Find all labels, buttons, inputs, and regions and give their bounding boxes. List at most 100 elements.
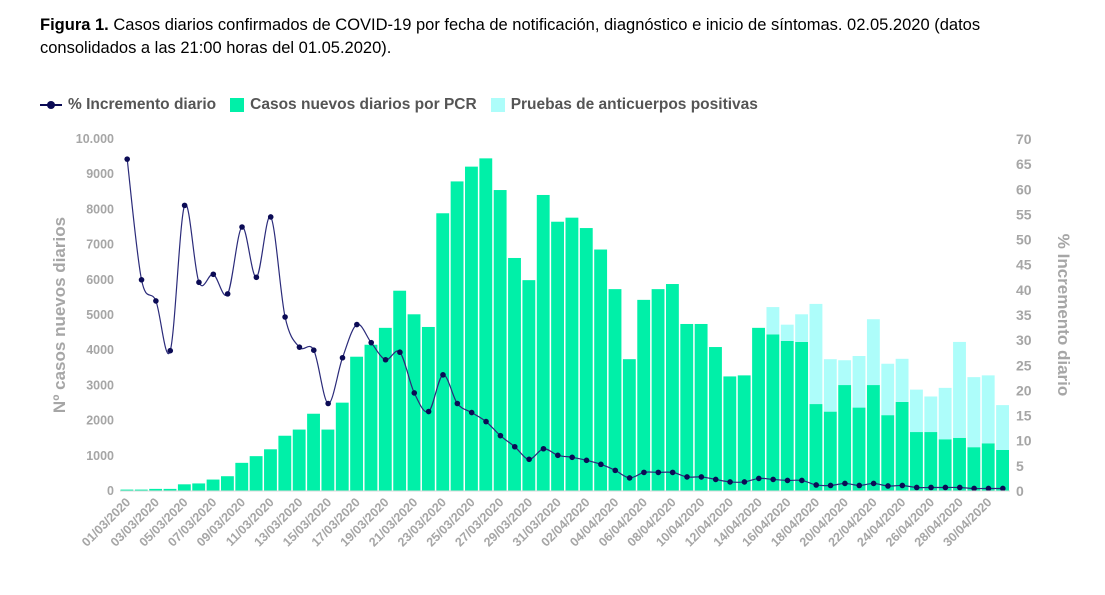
line-point: [124, 156, 130, 162]
line-point: [569, 454, 575, 461]
bar-pcr: [508, 257, 521, 491]
bar-pcr: [637, 299, 651, 491]
line-point: [555, 452, 561, 459]
line-point: [138, 277, 145, 283]
bar-pcr: [350, 356, 364, 491]
bar-pcr: [120, 489, 134, 491]
bar-pcr: [594, 249, 608, 491]
bar-anticuerpos: [967, 377, 981, 448]
line-marker-icon: [40, 101, 62, 109]
bar-pcr: [235, 462, 249, 491]
bar-pcr: [465, 166, 478, 491]
line-point: [813, 482, 820, 488]
bar-anticuerpos: [795, 314, 809, 342]
line-point: [856, 482, 863, 489]
y2-axis-title: % Incremento diario: [1054, 234, 1073, 396]
bar-pcr: [665, 284, 679, 491]
bar-pcr: [551, 221, 564, 491]
bar-pcr: [278, 435, 292, 491]
bar-pcr: [895, 401, 909, 491]
line-point: [928, 484, 934, 491]
bar-pcr: [953, 437, 966, 491]
line-point: [870, 480, 877, 487]
y-tick-label: 6000: [86, 273, 114, 287]
bar-pcr: [149, 488, 163, 491]
line-point: [526, 456, 532, 463]
bar-pcr: [206, 479, 220, 491]
line-point: [956, 484, 963, 491]
line-point: [1000, 485, 1006, 492]
line-point: [612, 467, 619, 474]
line-point: [698, 474, 705, 480]
bar-pcr: [795, 341, 809, 491]
bar-pcr: [866, 385, 880, 491]
line-point: [382, 356, 389, 363]
bar-pcr: [192, 483, 206, 491]
bar-pcr: [378, 327, 392, 491]
line-point: [325, 400, 331, 407]
bar-pcr: [752, 327, 765, 491]
line-point: [799, 477, 805, 484]
y-tick-label: 8000: [86, 202, 114, 216]
bar-anticuerpos: [996, 405, 1009, 450]
bar-anticuerpos: [823, 359, 837, 412]
line-point: [827, 482, 834, 489]
bar-pcr: [737, 375, 751, 491]
bar-pcr: [838, 385, 852, 491]
bar-pcr: [321, 429, 335, 491]
line-point: [153, 298, 159, 304]
line-point: [497, 432, 504, 439]
bar-pcr: [407, 314, 421, 491]
y2-tick-label: 65: [1016, 156, 1032, 172]
line-point: [310, 347, 317, 354]
bar-anticuerpos: [780, 324, 794, 341]
line-point: [354, 321, 360, 328]
bar-pcr: [177, 484, 191, 491]
y2-tick-label: 0: [1016, 483, 1024, 499]
bar-pcr: [881, 415, 895, 491]
y-tick-label: 4000: [86, 343, 114, 357]
bar-pcr: [809, 404, 823, 491]
bar-pcr: [852, 407, 866, 491]
bar-pcr: [565, 217, 579, 491]
line-point: [282, 314, 288, 320]
bar-pcr: [622, 359, 636, 491]
line-point: [267, 214, 274, 220]
bar-pcr: [579, 228, 593, 491]
bar-anticuerpos: [852, 356, 866, 408]
bar-pcr: [996, 449, 1009, 491]
bar-pcr: [967, 447, 981, 491]
line-point: [196, 279, 202, 286]
line-point: [253, 274, 260, 281]
bar-pcr: [938, 439, 952, 491]
bar-pcr: [479, 158, 493, 492]
legend-label: % Incremento diario: [68, 96, 217, 113]
legend-item-line: % Incremento diario: [40, 96, 216, 114]
bar-pcr: [536, 194, 550, 491]
line-point: [985, 485, 992, 492]
line-point: [727, 479, 733, 485]
y2-tick-label: 55: [1016, 206, 1032, 222]
bar-pcr: [393, 290, 407, 491]
y2-tick-label: 35: [1016, 307, 1032, 323]
bar-pcr: [307, 413, 320, 491]
bar-pcr: [608, 289, 622, 491]
bar-anticuerpos: [881, 363, 895, 416]
bar-anticuerpos: [809, 303, 823, 405]
legend: % Incremento diario Casos nuevos diarios…: [40, 96, 758, 114]
line-point: [784, 477, 791, 484]
line-point: [885, 483, 891, 489]
y-tick-label: 0: [107, 484, 114, 498]
line-point: [770, 476, 776, 483]
bar-pcr: [766, 334, 780, 491]
bar-pcr: [493, 190, 507, 492]
bar-pcr: [723, 376, 737, 491]
y-tick-label: 9000: [86, 167, 114, 181]
line-point: [913, 484, 920, 491]
line-point: [181, 202, 188, 209]
line-point: [712, 476, 719, 483]
line-point: [540, 445, 547, 452]
line-point: [239, 224, 245, 230]
line-point: [598, 461, 604, 468]
